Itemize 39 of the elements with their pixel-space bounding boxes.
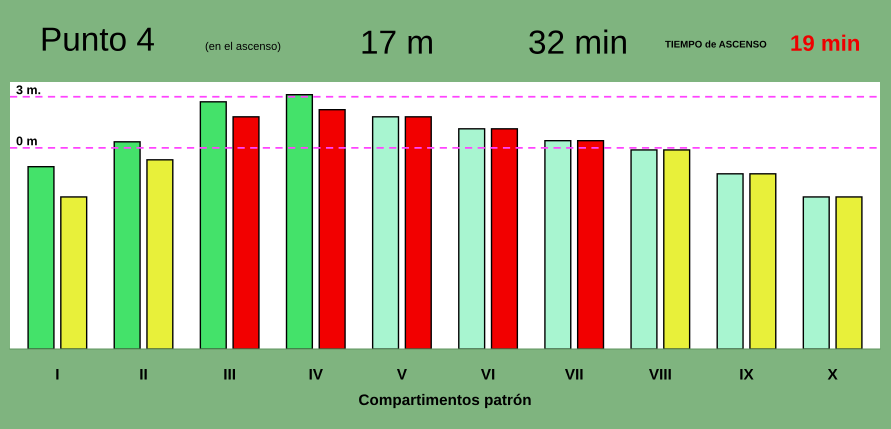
x-tick-label: I <box>56 369 58 380</box>
x-tick-label: V <box>396 369 407 380</box>
bar <box>490 128 518 349</box>
bar <box>835 196 863 349</box>
x-axis-title: Compartimentos patrón <box>359 394 531 408</box>
ref-line-label: 0 m <box>16 136 37 146</box>
bar <box>372 116 400 349</box>
x-tick-label: VI <box>480 369 494 380</box>
bar <box>27 166 55 349</box>
bar <box>458 128 486 349</box>
bar <box>576 140 604 349</box>
chart-subtitle: (en el ascenso) <box>206 42 280 52</box>
text: 17 m <box>362 30 432 54</box>
x-tick-label: III <box>224 369 235 380</box>
x-tick-label: VIII <box>648 369 671 380</box>
bar <box>318 109 346 349</box>
bar <box>630 149 658 349</box>
chart-title: Punto 4 <box>42 28 154 51</box>
text: 32 min <box>529 29 626 54</box>
x-tick-label: VII <box>564 369 583 380</box>
bar <box>146 159 174 349</box>
bar <box>716 173 744 349</box>
bar <box>663 149 690 349</box>
bar <box>404 116 432 349</box>
bar <box>114 141 141 349</box>
bar <box>286 94 314 349</box>
x-tick-label: X <box>828 369 838 380</box>
x-tick-label: IV <box>310 369 323 380</box>
text: TIEMPO de ASCENSO <box>665 40 766 48</box>
bar <box>802 196 830 349</box>
x-tick-label: IX <box>740 369 754 380</box>
bar <box>200 101 227 349</box>
text: 19 min <box>791 34 860 51</box>
x-tick-label: II <box>140 369 147 380</box>
bar <box>232 116 260 349</box>
ref-line-label: 3 m. <box>16 85 40 94</box>
bar <box>60 196 88 349</box>
bar <box>749 173 776 349</box>
bar <box>544 140 572 349</box>
